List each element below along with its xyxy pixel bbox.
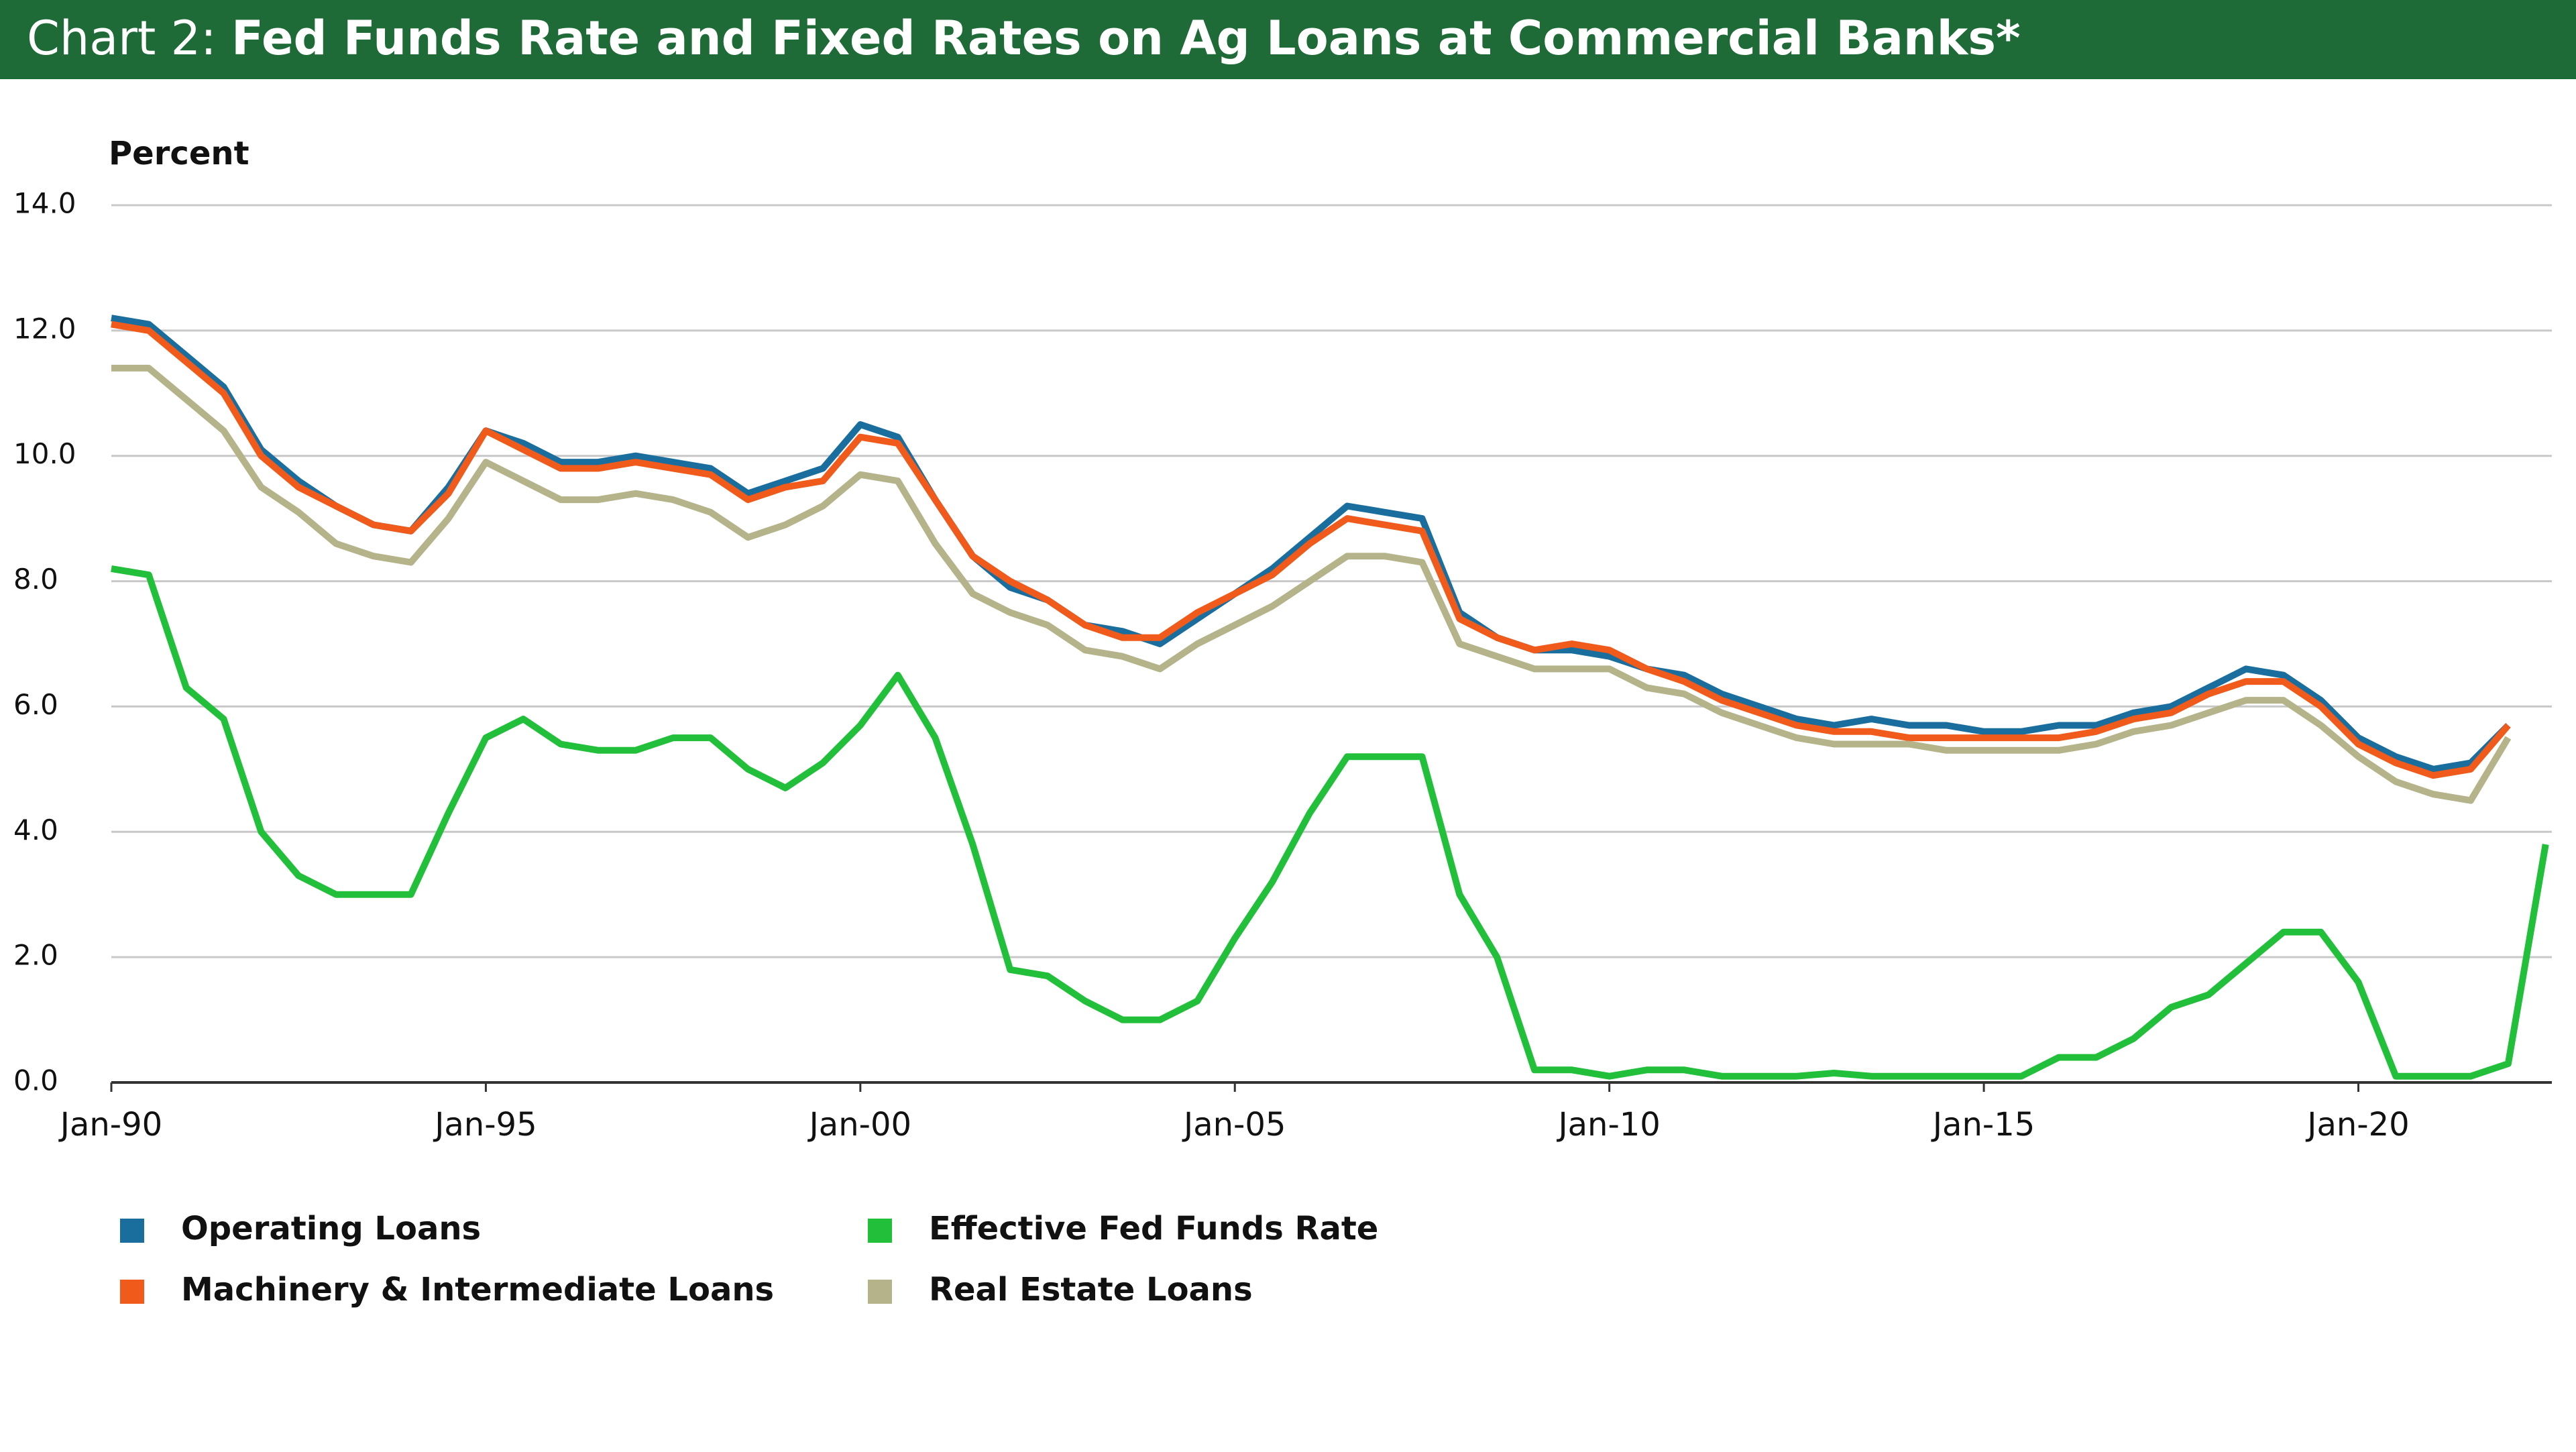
y-tick-label: 8.0 <box>13 563 58 596</box>
legend-label: Operating Loans <box>181 1210 481 1247</box>
title-bar <box>0 0 2576 79</box>
series-line <box>111 321 2511 779</box>
series-line <box>111 364 2512 804</box>
y-axis-label: Percent <box>109 135 249 172</box>
legend-swatch <box>868 1219 892 1243</box>
y-tick-label: 10.0 <box>13 437 76 470</box>
legend-swatch <box>120 1219 144 1243</box>
x-tick-label: Jan-00 <box>807 1106 911 1143</box>
x-tick-label: Jan-15 <box>1931 1106 2035 1143</box>
series-line <box>111 565 2549 1080</box>
series-line <box>111 315 2511 773</box>
x-tick-label: Jan-10 <box>1556 1106 1660 1143</box>
chart-title: Chart 2: Fed Funds Rate and Fixed Rates … <box>27 11 2021 66</box>
legend-label: Real Estate Loans <box>929 1271 1253 1308</box>
x-tick-label: Jan-20 <box>2305 1106 2409 1143</box>
legend-swatch <box>120 1280 144 1304</box>
legend-label: Machinery & Intermediate Loans <box>181 1271 774 1308</box>
title-main: Fed Funds Rate and Fixed Rates on Ag Loa… <box>231 11 2021 66</box>
y-tick-label: 4.0 <box>13 814 58 846</box>
legend-label: Effective Fed Funds Rate <box>929 1210 1378 1247</box>
legend-swatch <box>868 1280 892 1304</box>
y-tick-label: 14.0 <box>13 187 76 220</box>
x-tick-label: Jan-95 <box>433 1106 537 1143</box>
y-tick-label: 12.0 <box>13 312 76 345</box>
x-tick-label: Jan-05 <box>1182 1106 1286 1143</box>
x-tick-label: Jan-90 <box>58 1106 162 1143</box>
y-tick-label: 0.0 <box>13 1064 58 1097</box>
y-tick-label: 6.0 <box>13 688 58 721</box>
y-tick-label: 2.0 <box>13 939 58 972</box>
title-prefix: Chart 2: <box>27 11 217 66</box>
